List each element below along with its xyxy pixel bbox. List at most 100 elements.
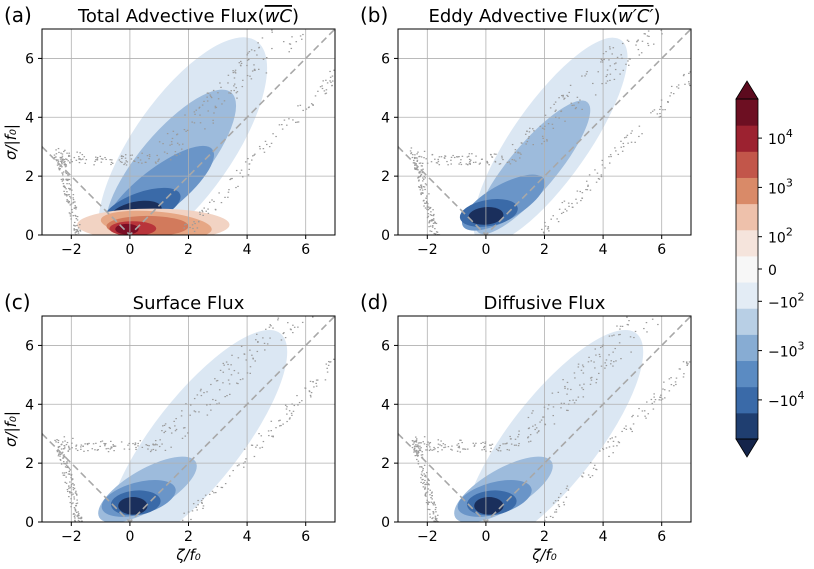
boundary-dot (209, 94, 211, 96)
boundary-dot (62, 185, 65, 187)
boundary-dot (424, 474, 427, 476)
plot-area (42, 29, 369, 235)
boundary-dot (673, 385, 675, 387)
boundary-dot (180, 148, 183, 150)
boundary-dot (250, 49, 253, 51)
boundary-dot (58, 168, 61, 170)
boundary-dot (602, 53, 605, 55)
boundary-dot (458, 445, 460, 448)
boundary-dot (533, 130, 535, 132)
boundary-dot (483, 448, 486, 451)
boundary-dot (290, 329, 292, 331)
boundary-dot (563, 98, 565, 100)
boundary-dot (325, 363, 328, 365)
boundary-dot (325, 92, 328, 94)
boundary-dot (419, 184, 422, 186)
boundary-dot (667, 101, 669, 103)
boundary-dot (239, 378, 242, 381)
boundary-dot (605, 75, 608, 78)
boundary-dot (428, 449, 431, 452)
boundary-dot (697, 358, 699, 359)
x-tick-label: 6 (301, 242, 310, 258)
boundary-dot (202, 498, 204, 500)
boundary-dot (586, 70, 588, 73)
boundary-dot (64, 481, 66, 483)
boundary-dot (55, 149, 57, 151)
boundary-dot (534, 424, 537, 426)
boundary-dot (197, 504, 199, 506)
boundary-dot (703, 58, 705, 59)
boundary-dot (238, 464, 240, 466)
boundary-dot (469, 163, 471, 165)
boundary-dot (594, 169, 596, 171)
boundary-dot (553, 103, 555, 105)
boundary-dot (357, 57, 359, 58)
boundary-dot (168, 426, 171, 429)
boundary-dot (57, 455, 60, 457)
boundary-dot (418, 172, 421, 174)
boundary-dot (258, 47, 260, 49)
boundary-dot (251, 159, 253, 161)
boundary-dot (573, 402, 576, 404)
boundary-dot (547, 227, 550, 229)
boundary-dot (63, 461, 65, 463)
boundary-dot (425, 501, 428, 504)
boundary-dot (557, 496, 560, 498)
boundary-dot (326, 371, 329, 373)
boundary-dot (61, 153, 64, 155)
boundary-dot (554, 511, 556, 513)
boundary-dot (595, 378, 598, 380)
boundary-dot (423, 175, 426, 177)
boundary-dot (438, 156, 441, 158)
boundary-dot (119, 161, 122, 163)
boundary-dot (367, 47, 369, 48)
boundary-dot (214, 105, 217, 107)
boundary-dot (329, 361, 332, 363)
boundary-dot (339, 75, 341, 76)
boundary-dot (421, 187, 423, 189)
boundary-dot (64, 163, 67, 165)
boundary-dot (593, 361, 595, 363)
boundary-dot (630, 141, 633, 143)
boundary-dot (629, 58, 631, 60)
boundary-dot (634, 141, 636, 143)
boundary-dot (575, 399, 577, 401)
boundary-dot (416, 455, 419, 457)
boundary-dot (260, 435, 263, 437)
boundary-dot (184, 114, 186, 116)
boundary-dot (685, 361, 688, 363)
boundary-dot (660, 99, 663, 101)
boundary-dot (417, 180, 420, 182)
boundary-dot (70, 218, 72, 220)
boundary-dot (667, 101, 669, 103)
boundary-dot (714, 329, 716, 330)
boundary-dot (644, 33, 647, 35)
panel-title: Surface Flux (133, 293, 245, 314)
boundary-dot (352, 347, 354, 348)
boundary-dot (627, 142, 629, 144)
boundary-dot (421, 466, 423, 468)
boundary-dot (201, 104, 204, 106)
boundary-dot (139, 440, 142, 442)
boundary-dot (254, 69, 256, 71)
boundary-dot (65, 172, 68, 175)
boundary-dot (313, 386, 315, 388)
boundary-dot (174, 151, 177, 153)
boundary-dot (672, 93, 675, 95)
boundary-dot (187, 511, 190, 513)
boundary-dot (163, 424, 166, 427)
boundary-dot (62, 160, 64, 162)
x-tick-label: 4 (243, 242, 252, 258)
boundary-dot (547, 226, 550, 228)
boundary-dot (271, 31, 273, 33)
boundary-dot (619, 328, 621, 330)
boundary-dot (587, 474, 590, 476)
boundary-dot (420, 477, 422, 479)
boundary-dot (200, 501, 203, 504)
boundary-dot (518, 430, 520, 432)
boundary-dot (599, 355, 601, 358)
boundary-dot (501, 155, 503, 157)
boundary-dot (590, 379, 593, 381)
boundary-dot (227, 363, 229, 366)
boundary-dot (234, 69, 237, 71)
